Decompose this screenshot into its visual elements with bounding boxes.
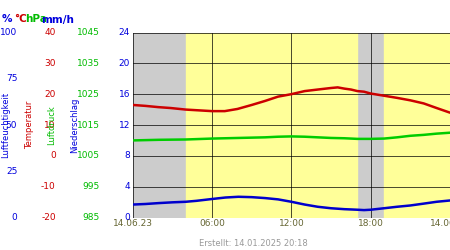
Text: 985: 985 [82,213,99,222]
Text: 8: 8 [124,151,130,160]
Bar [384,32,450,218]
Text: 1045: 1045 [76,28,99,37]
Text: 16: 16 [119,90,130,99]
Text: -20: -20 [41,213,56,222]
Text: 75: 75 [6,74,17,83]
Text: 0: 0 [12,213,17,222]
Bar [186,32,357,218]
Text: 30: 30 [44,59,56,68]
Text: 40: 40 [45,28,56,37]
Text: 12: 12 [119,120,130,130]
Text: 20: 20 [45,90,56,99]
Text: 50: 50 [6,120,17,130]
Text: Temperatur: Temperatur [25,101,34,149]
Text: °C: °C [14,14,27,24]
Text: 1005: 1005 [76,151,99,160]
Text: 25: 25 [6,167,17,176]
Text: mm/h: mm/h [40,14,73,24]
Text: 10: 10 [44,120,56,130]
Text: 0: 0 [124,213,130,222]
Text: 995: 995 [82,182,99,191]
Text: 24: 24 [119,28,130,37]
Text: 20: 20 [119,59,130,68]
Text: 1035: 1035 [76,59,99,68]
Text: hPa: hPa [26,14,47,24]
Text: -10: -10 [41,182,56,191]
Text: Luftfeuchtigkeit: Luftfeuchtigkeit [1,92,10,158]
Text: 1015: 1015 [76,120,99,130]
Text: %: % [1,14,12,24]
Text: 1025: 1025 [76,90,99,99]
Text: Niederschlag: Niederschlag [70,97,79,153]
Text: 0: 0 [50,151,56,160]
Text: 100: 100 [0,28,17,37]
Text: Luftdruck: Luftdruck [47,105,56,145]
Text: 4: 4 [125,182,130,191]
Text: Erstellt: 14.01.2025 20:18: Erstellt: 14.01.2025 20:18 [199,238,308,248]
